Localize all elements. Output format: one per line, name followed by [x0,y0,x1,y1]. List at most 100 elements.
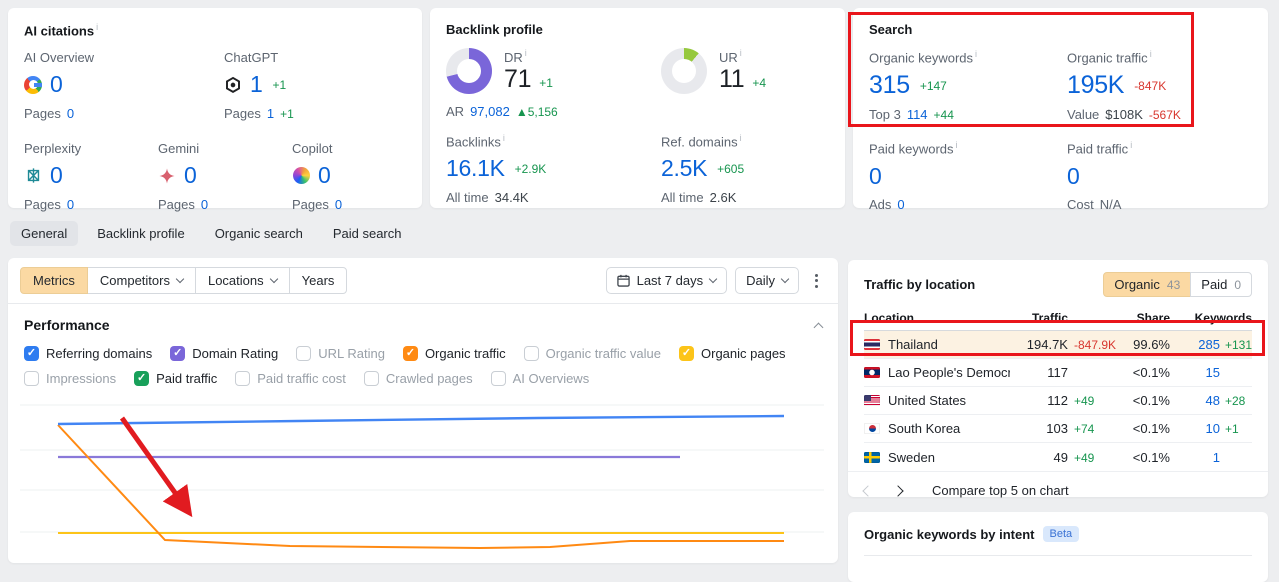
copilot-value[interactable]: 0 [318,162,331,189]
keywords-link[interactable]: 285 [1198,337,1220,352]
ref-domains-link[interactable]: 2.5K [661,155,708,182]
metric-copilot: Copilot 0 Pages 0 [292,141,343,213]
keywords-by-intent-panel: Organic keywords by intent Beta [848,512,1268,582]
checkbox-organic-pages[interactable]: Organic pages [679,346,786,361]
metric-dr: DR i 71 +1 AR 97,082 ▲5,156 [446,48,558,119]
table-row-thailand[interactable]: Thailand 194.7K -847.9K 99.6% 285 +131 [864,331,1252,359]
ads-link[interactable]: 0 [897,196,905,212]
beta-badge: Beta [1042,526,1080,542]
section-tabs: General Backlink profile Organic search … [10,220,413,247]
date-range-button[interactable]: Last 7 days [605,267,728,294]
checkbox-organic-traffic-value[interactable]: Organic traffic value [523,346,661,361]
chatgpt-icon [224,76,242,94]
tab-organic-search[interactable]: Organic search [214,226,303,241]
more-options-button[interactable] [807,268,826,294]
info-icon[interactable]: i [502,133,505,143]
search-card: Search Organic keywords i 315 +147 Top 3 11… [853,8,1268,212]
metric-paid-keywords: Paid keywords i 0 Ads 0 [869,140,958,212]
tab-paid-search[interactable]: Paid search [332,226,402,241]
flag-united-states-icon [864,395,880,406]
series-referring-domains-line [57,414,785,426]
flag-laos-icon [864,367,880,378]
ai-citations-card: AI citations i AI Overview 0 Pages 0 ChatG… [8,8,422,212]
toggle-organic[interactable]: Organic 43 [1103,272,1192,297]
perplexity-value[interactable]: 0 [50,162,63,189]
keywords-link[interactable]: 15 [1205,365,1220,380]
paid-keywords-link[interactable]: 0 [869,162,882,189]
metric-ref-domains: Ref. domains i 2.5K +605 All time 2.6K [661,133,745,206]
pagination-prev-icon[interactable] [862,484,874,497]
flag-thailand-icon [864,339,880,350]
organic-traffic-link[interactable]: 195K [1067,71,1125,100]
metric-ai-overview: AI Overview 0 Pages 0 [24,50,95,122]
table-row-south-korea[interactable]: South Korea 103 +74 <0.1% 10 +1 [864,415,1252,443]
col-share[interactable]: Share [1136,310,1170,325]
checkbox-ai-overviews[interactable]: AI Overviews [490,371,589,386]
chatgpt-value[interactable]: 1 [250,71,263,98]
keywords-link[interactable]: 10 [1205,421,1220,436]
paid-traffic-value: 0 [1067,162,1080,189]
ur-donut-chart [661,48,707,94]
backlink-profile-title: Backlink profile [446,22,543,37]
ar-link[interactable]: 97,082 [470,104,510,119]
years-filter-button[interactable]: Years [288,267,348,294]
tab-backlink-profile[interactable]: Backlink profile [97,226,185,241]
info-icon[interactable]: i [96,22,99,32]
metrics-filter-button[interactable]: Metrics [20,267,88,294]
granularity-button[interactable]: Daily [735,267,799,294]
metric-gemini: Gemini 0 Pages 0 [158,141,209,213]
traffic-by-location-title: Traffic by location [864,277,976,292]
gemini-icon [158,167,176,185]
performance-line-chart [20,404,824,550]
backlinks-link[interactable]: 16.1K [446,155,505,182]
metric-organic-keywords: Organic keywords i 315 +147 Top 3 114 +44 [869,49,978,123]
ai-overview-value[interactable]: 0 [50,71,63,98]
col-location[interactable]: Location [864,310,914,325]
col-keywords[interactable]: Keywords [1194,310,1252,325]
info-icon[interactable]: i [524,48,527,59]
performance-panel: Metrics Competitors Locations Years Last… [8,258,838,563]
table-row-united-states[interactable]: United States 112 +49 <0.1% 48 +28 [864,387,1252,415]
table-row-laos[interactable]: Lao People's Democratic Rep 117 <0.1% 15 [864,359,1252,387]
checkbox-impressions[interactable]: Impressions [24,371,116,386]
organic-keywords-link[interactable]: 315 [869,71,910,100]
compare-top5-link[interactable]: Compare top 5 on chart [932,483,1069,498]
metric-chatgpt: ChatGPT 1 +1 Pages 1 +1 [224,50,294,122]
info-icon[interactable]: i [1149,49,1152,59]
chevron-down-icon [780,274,790,284]
pages-link[interactable]: 0 [200,197,209,213]
table-row-sweden[interactable]: Sweden 49 +49 <0.1% 1 [864,443,1252,471]
top3-link[interactable]: 114 [906,107,928,123]
traffic-by-location-panel: Traffic by location Organic 43 Paid 0 Loca… [848,260,1268,498]
checkbox-url-rating[interactable]: URL Rating [296,346,385,361]
chevron-down-icon [269,274,278,284]
info-icon[interactable]: i [739,48,742,59]
checkbox-organic-traffic[interactable]: Organic traffic [402,346,506,361]
collapse-chevron-icon[interactable] [813,322,824,333]
dr-donut-chart [446,48,492,94]
col-traffic[interactable]: Traffic [1031,310,1068,325]
pages-link[interactable]: 1 [266,106,275,122]
info-icon[interactable]: i [955,140,958,151]
pages-link[interactable]: 0 [66,197,75,213]
locations-filter-button[interactable]: Locations [194,267,290,294]
checkbox-paid-traffic[interactable]: Paid traffic [134,371,217,386]
gemini-value[interactable]: 0 [184,162,197,189]
pages-link[interactable]: 0 [66,106,75,122]
info-icon[interactable]: i [739,133,742,143]
checkbox-paid-traffic-cost[interactable]: Paid traffic cost [235,371,346,386]
info-icon[interactable]: i [1130,140,1133,151]
keywords-link[interactable]: 48 [1205,393,1220,408]
metric-checkboxes-row-1: Referring domains Domain Rating URL Rati… [8,340,838,386]
checkbox-referring-domains[interactable]: Referring domains [24,346,152,361]
info-icon[interactable]: i [975,49,978,59]
tab-general[interactable]: General [10,221,79,246]
pages-link[interactable]: 0 [334,197,343,213]
toggle-paid[interactable]: Paid 0 [1190,272,1252,297]
checkbox-domain-rating[interactable]: Domain Rating [170,346,278,361]
checkbox-crawled-pages[interactable]: Crawled pages [363,371,473,386]
keywords-link[interactable]: 1 [1212,449,1220,465]
competitors-filter-button[interactable]: Competitors [86,267,196,294]
chevron-down-icon [708,274,718,284]
pagination-next-icon[interactable] [892,484,904,497]
